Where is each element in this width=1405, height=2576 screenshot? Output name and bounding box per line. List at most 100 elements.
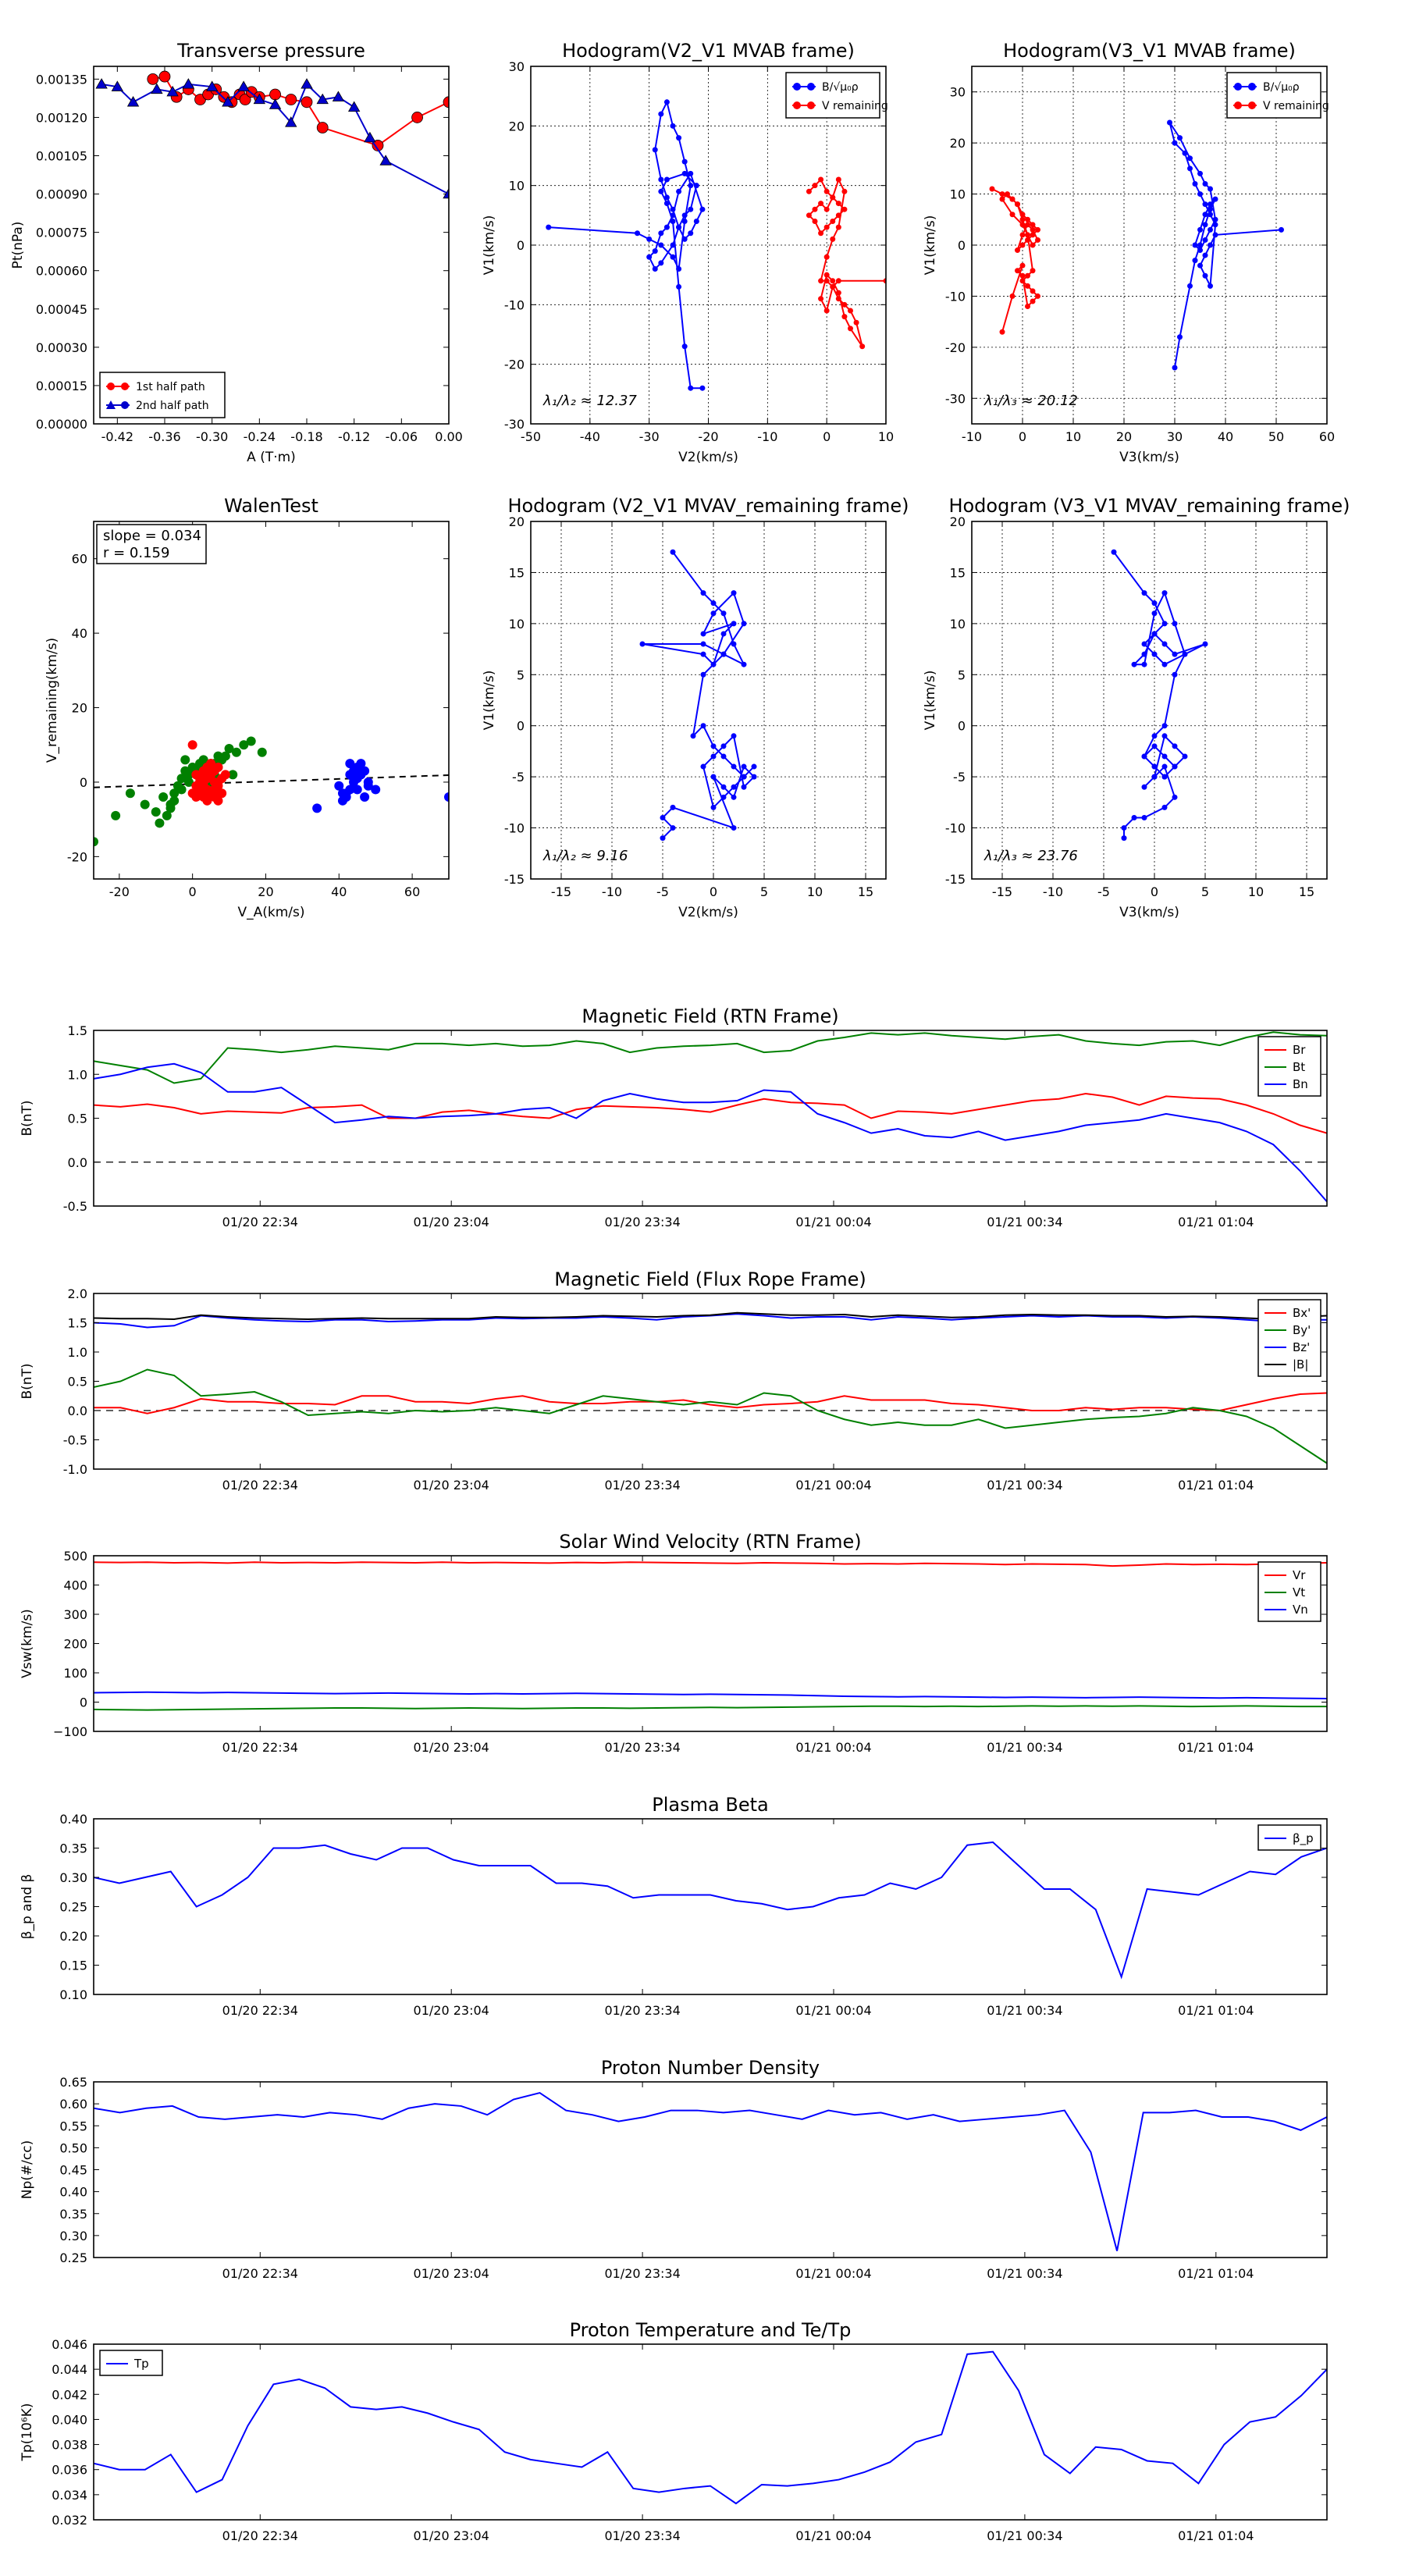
data-point: [710, 804, 717, 810]
x-tick-label: 01/20 23:04: [414, 2528, 489, 2543]
data-point: [147, 73, 159, 85]
proton-temperature-panel: 0.032 0.034 0.036 0.038 0.040 0.042 0.044 0.046…: [20, 2319, 1328, 2543]
y-tick-label: 60: [72, 552, 87, 567]
legend-label: Vt: [1293, 1585, 1305, 1599]
y-tick-label: 20: [72, 701, 87, 716]
data-point: [823, 278, 830, 284]
data-point: [443, 187, 449, 199]
x-tick-label: 01/21 00:34: [987, 2003, 1062, 2018]
x-tick-label: 20: [258, 884, 273, 899]
data-point: [652, 266, 658, 272]
data-point: [1025, 237, 1030, 243]
data-point: [1161, 723, 1168, 729]
data-point: [1202, 222, 1208, 228]
x-tick-label: -0.12: [338, 429, 370, 444]
x-tick-label: 0: [823, 429, 831, 444]
y-tick-label: -30: [945, 391, 966, 406]
y-tick-label: 0: [80, 1695, 87, 1710]
chart-title: Hodogram (V2_V1 MVAV_remaining frame): [507, 495, 909, 517]
data-point: [688, 170, 694, 176]
x-tick-label: 01/21 00:04: [795, 1740, 871, 1755]
x-axis-label: V_A(km/s): [237, 905, 304, 920]
x-tick-label: 01/20 22:34: [222, 1740, 298, 1755]
data-point: [1197, 247, 1203, 254]
data-point: [1202, 201, 1208, 208]
y-tick-label: 1.5: [68, 1316, 87, 1331]
y-tick-label: 0: [517, 719, 525, 734]
data-point: [209, 785, 219, 795]
plot-area: [1111, 549, 1208, 841]
data-point: [999, 329, 1005, 335]
data-point: [830, 283, 836, 290]
x-tick-label: -0.24: [244, 429, 276, 444]
y-tick-label: 0.00105: [36, 149, 87, 164]
data-point: [835, 201, 841, 207]
legend-label: 2nd half path: [136, 400, 209, 412]
data-point: [111, 80, 124, 91]
x-tick-label: -10: [602, 884, 622, 899]
y-tick-label: 0: [958, 719, 966, 734]
series-line: [94, 1705, 1327, 1711]
data-point: [1019, 242, 1026, 248]
data-point: [1035, 226, 1040, 233]
data-point: [1019, 262, 1026, 269]
data-point: [1172, 671, 1178, 678]
plot-frame: [93, 2343, 1328, 2521]
data-point: [835, 290, 841, 296]
data-point: [1182, 651, 1188, 657]
y-tick-label: 10: [509, 179, 525, 194]
series-line: [152, 75, 449, 147]
y-tick-label: 20: [950, 514, 966, 529]
data-point: [731, 825, 737, 831]
data-point: [670, 825, 676, 831]
y-tick-label: 20: [509, 119, 525, 133]
data-point: [663, 194, 670, 201]
plot-frame: [530, 66, 887, 425]
data-point: [681, 158, 688, 165]
data-point: [1121, 825, 1127, 831]
legend-label: Vn: [1293, 1603, 1308, 1617]
x-tick-label: 15: [858, 884, 873, 899]
data-point: [670, 549, 676, 555]
x-tick-label: 01/20 23:34: [604, 1478, 680, 1493]
data-point: [841, 206, 848, 212]
data-point: [830, 194, 836, 201]
y-tick-label: 0.00120: [36, 110, 87, 125]
data-point: [710, 600, 717, 607]
y-tick-label: -20: [67, 849, 87, 864]
data-point: [1187, 155, 1193, 162]
x-tick-label: 0: [189, 884, 197, 899]
data-point: [1208, 226, 1213, 233]
data-point: [751, 763, 757, 770]
data-point: [688, 206, 694, 212]
y-tick-label: 400: [63, 1578, 87, 1593]
data-point: [681, 212, 688, 219]
x-tick-label: 01/20 23:34: [604, 2003, 680, 2018]
x-tick-label: 01/21 00:34: [987, 1740, 1062, 1755]
data-point: [1015, 247, 1020, 254]
data-point: [658, 242, 664, 248]
data-point: [1172, 365, 1178, 371]
x-tick-label: 01/20 22:34: [222, 1478, 298, 1493]
data-point: [1025, 283, 1030, 289]
data-point: [364, 131, 376, 143]
data-point: [731, 621, 737, 627]
y-tick-label: 0.50: [59, 2140, 87, 2155]
data-point: [1151, 610, 1158, 617]
data-point: [1009, 196, 1016, 202]
x-tick-label: 5: [1201, 884, 1209, 899]
y-tick-label: 0.10: [59, 1987, 87, 2002]
data-point: [1019, 232, 1026, 238]
chart-title: Plasma Beta: [652, 1794, 768, 1816]
data-point: [1197, 242, 1203, 248]
x-tick-label: 01/21 00:04: [795, 1478, 871, 1493]
data-point: [183, 777, 194, 787]
x-tick-label: 01/20 23:34: [604, 1215, 680, 1229]
data-point: [731, 794, 737, 800]
data-point: [1161, 753, 1168, 760]
data-point: [1141, 814, 1147, 820]
data-point: [700, 723, 706, 729]
data-point: [681, 343, 688, 350]
x-tick-label: 10: [807, 884, 823, 899]
